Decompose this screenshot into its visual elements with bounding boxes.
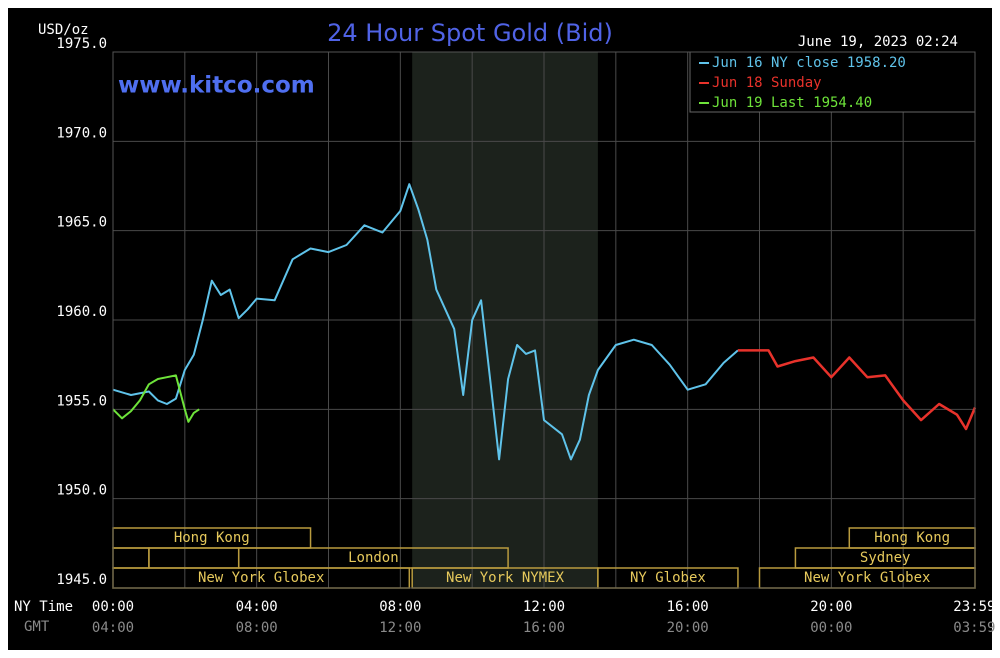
session-label: New York NYMEX	[446, 570, 565, 586]
x-tick-label: 04:00	[236, 599, 278, 615]
watermark: www.kitco.com	[118, 73, 315, 99]
y-tick-label: 1970.0	[56, 125, 107, 141]
x2-tick-label: 04:00	[92, 620, 134, 636]
x-tick-label: 08:00	[379, 599, 421, 615]
plot-frame	[112, 51, 976, 589]
legend-box	[689, 51, 976, 113]
x-tick-label: 16:00	[667, 599, 709, 615]
y-tick-label: 1960.0	[56, 304, 107, 320]
y-tick-label: 1965.0	[56, 215, 107, 231]
x2-tick-label: 08:00	[236, 620, 278, 636]
series-line	[112, 183, 739, 461]
session-label: New York Globex	[804, 570, 930, 586]
y-axis-label: USD/oz	[38, 22, 89, 38]
x2-tick-label: 12:00	[379, 620, 421, 636]
x2-tick-label: 03:59	[953, 620, 995, 636]
x-tick-label: 23:59	[953, 599, 995, 615]
chart-title: 24 Hour Spot Gold (Bid)	[327, 19, 613, 47]
x2-tick-label: 00:00	[810, 620, 852, 636]
x-tick-label: 20:00	[810, 599, 852, 615]
x-tick-label: 00:00	[92, 599, 134, 615]
x2-axis-label: GMT	[24, 619, 50, 635]
x2-tick-label: 20:00	[667, 620, 709, 636]
legend-label: Jun 16 NY close 1958.20	[712, 55, 906, 71]
x-axis-label: NY Time	[14, 599, 73, 615]
date-label: June 19, 2023 02:24	[798, 34, 958, 50]
legend-label: Jun 19 Last 1954.40	[712, 95, 872, 111]
series-line	[112, 374, 200, 423]
session-label: Hong Kong	[174, 530, 250, 546]
y-tick-label: 1945.0	[56, 572, 107, 588]
session-label: Sydney	[860, 550, 911, 566]
session-label: London	[348, 550, 399, 566]
y-tick-label: 1975.0	[56, 36, 107, 52]
session-label: New York Globex	[198, 570, 324, 586]
session-label: Hong Kong	[874, 530, 950, 546]
session-label: NY Globex	[630, 570, 706, 586]
legend-label: Jun 18 Sunday	[712, 75, 822, 91]
y-tick-label: 1955.0	[56, 393, 107, 409]
x-tick-label: 12:00	[523, 599, 565, 615]
y-tick-label: 1950.0	[56, 483, 107, 499]
series-line	[737, 349, 977, 431]
x2-tick-label: 16:00	[523, 620, 565, 636]
